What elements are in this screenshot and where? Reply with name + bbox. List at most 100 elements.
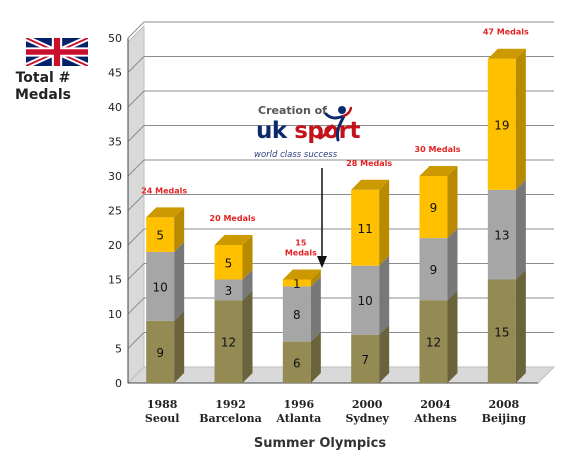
y-tick-label: 40 bbox=[108, 101, 122, 114]
bar-side-bronze bbox=[310, 331, 321, 383]
bar-top bbox=[419, 166, 458, 176]
bar-segment-bronze bbox=[487, 279, 516, 383]
bar-side-gold bbox=[174, 207, 185, 252]
bar-total-label: 24 Medals bbox=[141, 186, 187, 195]
x-tick-label: 2008 bbox=[489, 398, 520, 411]
gridline-diag bbox=[127, 228, 145, 246]
bar-segment-silver bbox=[419, 238, 448, 301]
bar-value-label: 12 bbox=[426, 336, 441, 350]
bar-value-label: 3 bbox=[225, 284, 233, 298]
union-jack-icon bbox=[26, 38, 88, 66]
bar-side-gold bbox=[242, 235, 253, 280]
bar-value-label: 19 bbox=[494, 118, 509, 132]
bar-segment-gold bbox=[487, 58, 516, 190]
bar-side-silver bbox=[242, 269, 253, 301]
bar-value-label: 5 bbox=[156, 229, 164, 243]
bar-side-gold bbox=[379, 179, 390, 266]
x-tick-label: Seoul bbox=[145, 412, 179, 425]
bar-segment-gold bbox=[351, 189, 380, 266]
bar-side-silver bbox=[310, 276, 321, 342]
bar-segment-silver bbox=[146, 251, 175, 321]
gridline-diag bbox=[127, 159, 145, 177]
bar-segment-bronze bbox=[419, 300, 448, 383]
bar-segment-silver bbox=[214, 279, 243, 301]
bar-segment-gold bbox=[214, 245, 243, 280]
y-tick-label: 45 bbox=[108, 67, 122, 80]
bar-value-label: 10 bbox=[153, 280, 168, 294]
x-tick-label: 1996 bbox=[284, 398, 315, 411]
y-tick-label: 35 bbox=[108, 136, 122, 149]
bar-top bbox=[351, 179, 390, 190]
bar-side-gold bbox=[515, 48, 526, 190]
bar-segment-gold bbox=[146, 217, 175, 252]
bar-value-label: 7 bbox=[361, 353, 369, 367]
athlete-figure-icon bbox=[318, 106, 352, 142]
bar-segment-bronze bbox=[282, 341, 311, 383]
bar-top bbox=[282, 269, 321, 280]
bar-value-label: 10 bbox=[358, 294, 373, 308]
bar-side-bronze bbox=[379, 324, 390, 383]
x-tick-label: Atlanta bbox=[275, 412, 321, 425]
x-tick-label: 2004 bbox=[420, 398, 451, 411]
bar-segment-silver bbox=[282, 286, 311, 342]
x-axis-title: Summer Olympics bbox=[253, 436, 387, 451]
bar-side-bronze bbox=[447, 290, 458, 383]
x-tick-label: 1988 bbox=[147, 398, 178, 411]
bar-side-gold bbox=[447, 166, 458, 239]
bar-value-label: 12 bbox=[221, 336, 236, 350]
gridline-diag bbox=[127, 21, 145, 39]
gridline-diag bbox=[127, 263, 145, 280]
y-tick-label: 25 bbox=[108, 205, 122, 218]
x-tick-label: Athens bbox=[413, 412, 457, 425]
bar-side-bronze bbox=[242, 290, 253, 383]
bar-side-gold bbox=[310, 269, 321, 287]
bar-segment-bronze bbox=[146, 320, 175, 383]
gridline-diag bbox=[127, 332, 145, 349]
gridline-diag bbox=[127, 125, 145, 142]
gridline-diag bbox=[127, 56, 145, 73]
bar-value-label: 9 bbox=[156, 346, 164, 360]
bar-side-silver bbox=[447, 228, 458, 301]
y-tick-label: 15 bbox=[108, 274, 122, 287]
bar-value-label: 13 bbox=[494, 229, 509, 243]
bar-total-label: 30 Medals bbox=[415, 145, 461, 154]
gridline-diag bbox=[127, 90, 145, 108]
annotation-arrowhead bbox=[317, 256, 327, 268]
bar-value-label: 11 bbox=[358, 222, 373, 236]
bar-value-label: 5 bbox=[225, 256, 233, 270]
x-tick-label: Beijing bbox=[482, 412, 527, 425]
y-tick-label: 50 bbox=[108, 32, 122, 45]
bar-side-bronze bbox=[174, 310, 185, 383]
gridline-diag bbox=[127, 194, 145, 211]
y-axis-label: Total # Medals bbox=[14, 70, 72, 103]
logo-tagline: world class success bbox=[254, 150, 338, 160]
bar-value-label: 1 bbox=[293, 277, 301, 291]
x-tick-label: Sydney bbox=[345, 412, 389, 425]
y-tick-label: 0 bbox=[115, 377, 122, 390]
x-tick-label: 2000 bbox=[352, 398, 383, 411]
bar-value-label: 9 bbox=[430, 263, 438, 277]
gridline-diag bbox=[127, 297, 145, 315]
y-tick-label: 10 bbox=[108, 308, 122, 321]
chart-side-wall bbox=[127, 24, 145, 385]
bar-side-bronze bbox=[515, 269, 526, 383]
bar-segment-bronze bbox=[214, 300, 243, 383]
x-tick-label: Barcelona bbox=[199, 412, 262, 425]
bar-side-silver bbox=[174, 241, 185, 321]
bar-top bbox=[487, 48, 526, 59]
bar-value-label: 6 bbox=[293, 356, 301, 370]
y-tick-label: 5 bbox=[115, 343, 122, 356]
bar-segment-gold bbox=[282, 279, 311, 287]
y-tick-label: 20 bbox=[108, 239, 122, 252]
logo-creation-text: Creation of bbox=[258, 104, 327, 117]
bar-value-label: 15 bbox=[494, 325, 509, 339]
bar-segment-bronze bbox=[351, 334, 380, 383]
bar-side-silver bbox=[379, 255, 390, 335]
bar-total-label: 47 Medals bbox=[483, 28, 529, 37]
bar-segment-silver bbox=[351, 265, 380, 335]
bar-segment-gold bbox=[419, 176, 448, 239]
x-tick-label: 1992 bbox=[215, 398, 246, 411]
bar-total-label: 28 Medals bbox=[346, 159, 392, 168]
